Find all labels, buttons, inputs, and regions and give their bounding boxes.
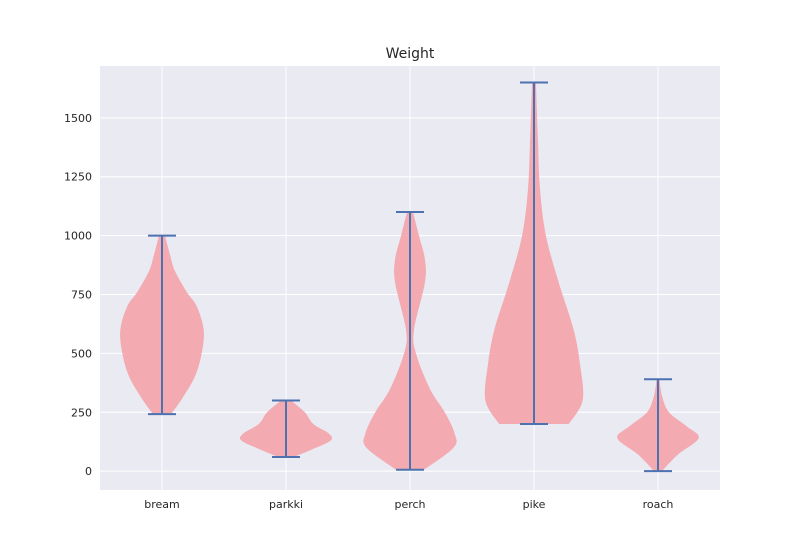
x-tick-label: parkki xyxy=(269,498,303,511)
x-tick-label: roach xyxy=(643,498,674,511)
y-tick-label: 750 xyxy=(71,288,92,301)
y-tick-label: 1250 xyxy=(64,171,92,184)
violin-bodies xyxy=(120,81,699,473)
y-tick-label: 1500 xyxy=(64,112,92,125)
violin-bream xyxy=(120,234,204,416)
violin-parkki xyxy=(239,399,333,459)
y-axis-ticks: 0 250 500 750 1000 1250 1500 xyxy=(64,112,92,478)
violin-perch xyxy=(363,211,457,471)
y-tick-label: 250 xyxy=(71,406,92,419)
violin-pike xyxy=(484,81,584,426)
x-tick-label: perch xyxy=(394,498,425,511)
x-axis-ticks: bream parkki perch pike roach xyxy=(144,498,673,511)
y-tick-label: 0 xyxy=(85,465,92,478)
x-tick-label: bream xyxy=(144,498,180,511)
y-tick-label: 500 xyxy=(71,347,92,360)
chart-title: Weight xyxy=(386,46,435,62)
violin-roach xyxy=(617,378,699,473)
y-tick-label: 1000 xyxy=(64,230,92,243)
x-tick-label: pike xyxy=(523,498,546,511)
